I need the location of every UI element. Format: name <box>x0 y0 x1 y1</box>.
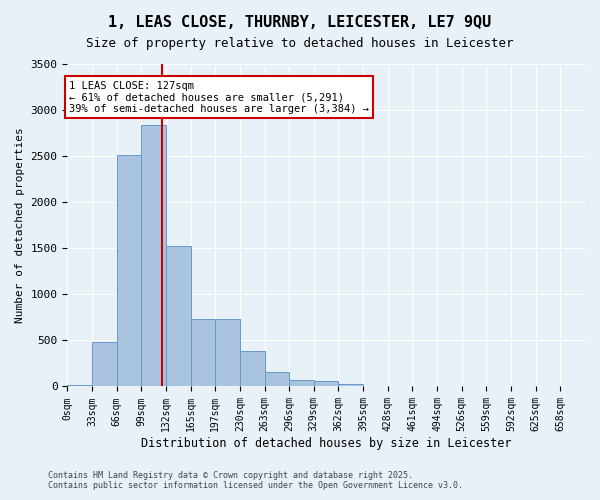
Text: 1 LEAS CLOSE: 127sqm
← 61% of detached houses are smaller (5,291)
39% of semi-de: 1 LEAS CLOSE: 127sqm ← 61% of detached h… <box>69 80 369 114</box>
Y-axis label: Number of detached properties: Number of detached properties <box>15 128 25 323</box>
Bar <box>191 319 215 386</box>
Bar <box>215 319 240 386</box>
Bar <box>141 125 166 386</box>
Bar <box>338 384 363 386</box>
Bar <box>116 155 141 386</box>
X-axis label: Distribution of detached houses by size in Leicester: Distribution of detached houses by size … <box>141 437 511 450</box>
Bar <box>314 382 338 386</box>
Text: Contains HM Land Registry data © Crown copyright and database right 2025.
Contai: Contains HM Land Registry data © Crown c… <box>48 470 463 490</box>
Bar <box>289 380 314 386</box>
Text: Size of property relative to detached houses in Leicester: Size of property relative to detached ho… <box>86 38 514 51</box>
Bar <box>92 342 116 386</box>
Bar <box>166 246 191 386</box>
Text: 1, LEAS CLOSE, THURNBY, LEICESTER, LE7 9QU: 1, LEAS CLOSE, THURNBY, LEICESTER, LE7 9… <box>109 15 491 30</box>
Bar <box>265 372 289 386</box>
Bar <box>67 384 92 386</box>
Bar <box>240 352 265 386</box>
